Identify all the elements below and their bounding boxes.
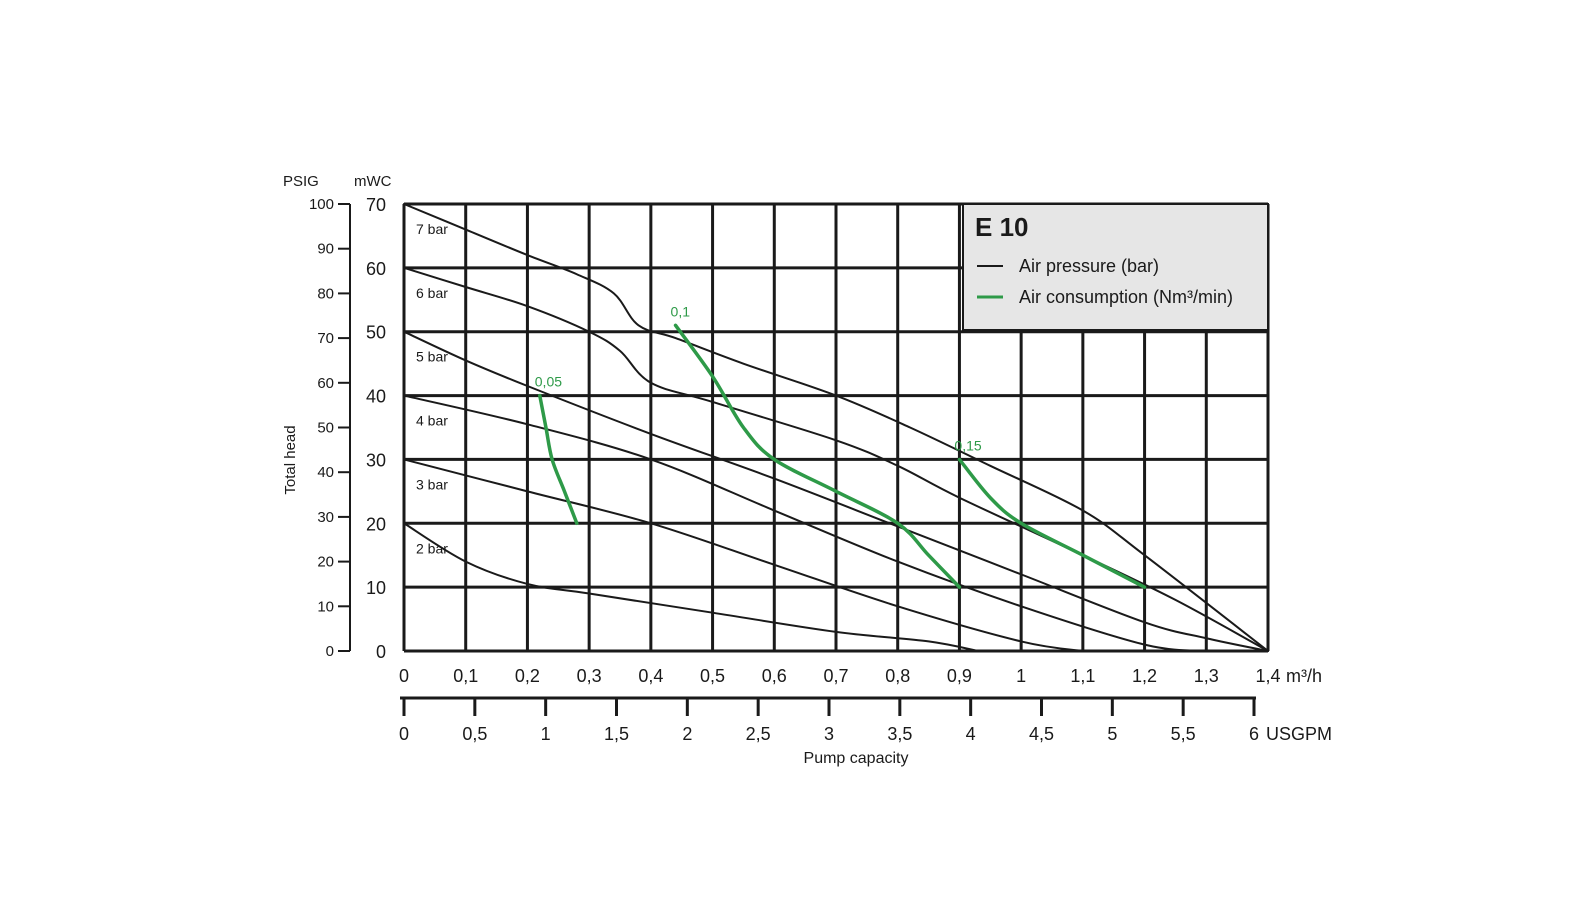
x2-tick-label-3: 1,5 <box>604 724 629 744</box>
x-tick-label-13: 1,3 <box>1194 666 1219 686</box>
y2-unit-label: PSIG <box>283 173 319 190</box>
pressure-line-3 <box>403 394 1208 652</box>
x2-tick-label-7: 3,5 <box>887 724 912 744</box>
y-tick-label-0: 0 <box>376 642 386 662</box>
consumption-line-6 <box>538 393 579 526</box>
y-tick-label-5: 50 <box>366 323 386 343</box>
y2-tick-label-6: 60 <box>317 375 334 392</box>
x2-tick-label-0: 0 <box>399 724 409 744</box>
x2-tick-label-5: 2,5 <box>746 724 771 744</box>
y-tick-label-3: 30 <box>366 450 386 470</box>
x-axis-title: Pump capacity <box>804 750 909 767</box>
x2-tick-label-8: 4 <box>966 724 976 744</box>
pressure-line-4 <box>403 458 1084 652</box>
x-tick-label-11: 1,1 <box>1070 666 1095 686</box>
x-tick-label-2: 0,2 <box>515 666 540 686</box>
pressure-label-2: 5 bar <box>416 349 448 365</box>
pressure-label-5: 2 bar <box>416 540 448 556</box>
pressure-line-2 <box>403 330 1269 652</box>
y2-tick-label-8: 80 <box>317 285 334 302</box>
y2-tick-label-1: 10 <box>317 598 334 615</box>
x-tick-label-7: 0,7 <box>823 666 848 686</box>
y-tick-label-7: 70 <box>366 195 386 215</box>
x-tick-label-8: 0,8 <box>885 666 910 686</box>
consumption-label-6: 0,05 <box>535 374 562 390</box>
x-tick-label-12: 1,2 <box>1132 666 1157 686</box>
chart-title: E 10 <box>975 212 1029 242</box>
consumption-label-8: 0,15 <box>954 437 981 453</box>
pressure-line-5 <box>403 522 979 652</box>
x-tick-label-4: 0,4 <box>638 666 663 686</box>
y2-tick-label-7: 70 <box>317 330 334 347</box>
y2-tick-label-5: 50 <box>317 420 334 437</box>
y-axis-title: Total head <box>282 425 299 494</box>
pressure-line-0 <box>403 203 1269 652</box>
x2-tick-label-2: 1 <box>541 724 551 744</box>
x-tick-label-5: 0,5 <box>700 666 725 686</box>
consumption-line-7 <box>673 323 962 589</box>
x2-tick-label-1: 0,5 <box>462 724 487 744</box>
pressure-label-4: 3 bar <box>416 476 448 492</box>
y-tick-label-4: 40 <box>366 387 386 407</box>
x-tick-label-14: 1,4 <box>1255 666 1280 686</box>
y2-tick-label-3: 30 <box>317 509 334 526</box>
y2-tick-label-10: 100 <box>309 196 334 213</box>
x2-tick-label-6: 3 <box>824 724 834 744</box>
x-unit-label: m³/h <box>1286 666 1322 686</box>
legend-label-pressure: Air pressure (bar) <box>1019 256 1159 276</box>
x2-tick-label-4: 2 <box>682 724 692 744</box>
pressure-label-3: 4 bar <box>416 413 448 429</box>
x2-unit-label: USGPM <box>1266 724 1332 744</box>
y-tick-label-1: 10 <box>366 578 386 598</box>
pressure-label-1: 6 bar <box>416 285 448 301</box>
x2-tick-label-12: 6 <box>1249 724 1259 744</box>
legend-label-consumption: Air consumption (Nm³/min) <box>1019 287 1233 307</box>
legend-box <box>962 203 1269 331</box>
x2-tick-label-9: 4,5 <box>1029 724 1054 744</box>
x-tick-label-1: 0,1 <box>453 666 478 686</box>
consumption-label-7: 0,1 <box>671 303 691 319</box>
x2-tick-label-10: 5 <box>1107 724 1117 744</box>
pressure-label-0: 7 bar <box>416 221 448 237</box>
y2-tick-label-9: 90 <box>317 241 334 258</box>
y-tick-label-2: 20 <box>366 514 386 534</box>
x-tick-label-10: 1 <box>1016 666 1026 686</box>
x-tick-label-0: 0 <box>399 666 409 686</box>
x-tick-label-9: 0,9 <box>947 666 972 686</box>
x-tick-label-3: 0,3 <box>577 666 602 686</box>
y2-tick-label-2: 20 <box>317 554 334 571</box>
legend: E 10 Air pressure (bar) Air consumption … <box>962 203 1269 331</box>
series-lines: 7 bar 6 bar 5 bar 4 bar 3 bar 2 bar 0,05 0,1 0,1… <box>403 203 1269 652</box>
y-unit-label: mWC <box>354 173 392 190</box>
y2-tick-label-4: 40 <box>317 464 334 481</box>
x2-tick-label-11: 5,5 <box>1171 724 1196 744</box>
x-tick-label-6: 0,6 <box>762 666 787 686</box>
consumption-line-8 <box>957 457 1147 589</box>
y2-tick-label-0: 0 <box>326 643 334 660</box>
y-tick-label-6: 60 <box>366 259 386 279</box>
